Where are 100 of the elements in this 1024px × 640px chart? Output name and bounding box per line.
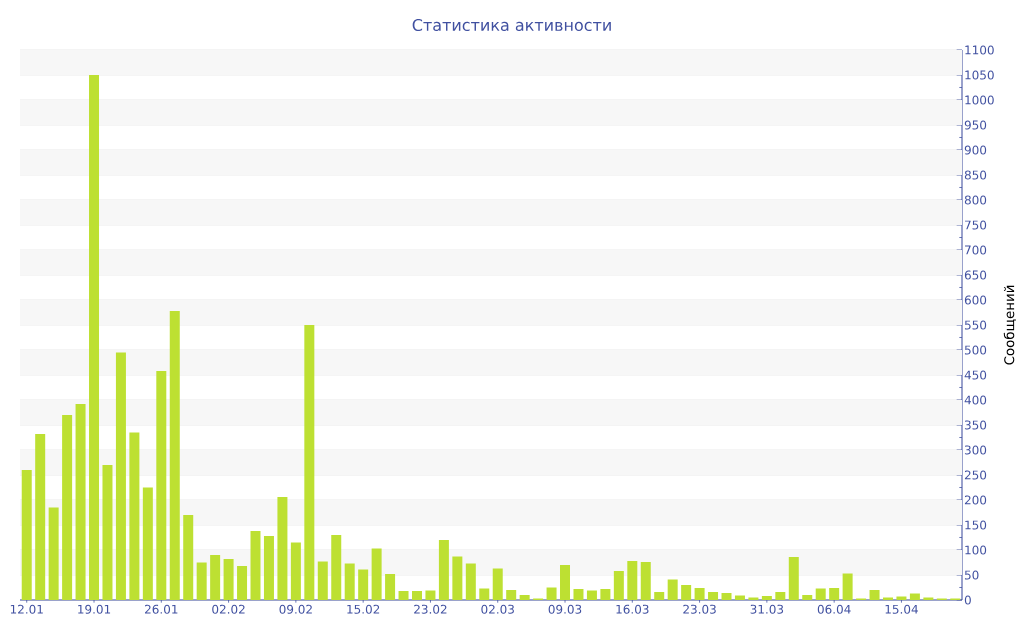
y-tick-label: 0 <box>964 595 971 605</box>
bar <box>560 565 571 600</box>
y-tick-label: 550 <box>964 320 987 330</box>
y-tick-label: 450 <box>964 370 987 380</box>
bar <box>411 591 422 600</box>
bar <box>829 588 840 600</box>
bar <box>923 597 934 600</box>
bar <box>613 571 624 600</box>
x-tick-label: 16.03 <box>616 604 649 614</box>
x-tick-label: 26.01 <box>145 604 178 614</box>
x-tick-label: 15.02 <box>347 604 380 614</box>
bar <box>344 563 355 600</box>
y-tick-label: 500 <box>964 345 987 355</box>
bar <box>89 75 100 600</box>
y-tick-label: 600 <box>964 295 987 305</box>
bar <box>546 587 557 600</box>
y-tick-label: 100 <box>965 545 987 555</box>
bar <box>519 595 530 600</box>
x-tick-label: 06.04 <box>817 604 851 614</box>
bar <box>115 352 126 600</box>
bar <box>358 569 369 600</box>
bar <box>196 562 207 600</box>
x-tick-label: 19.01 <box>78 604 111 614</box>
bar <box>492 568 503 600</box>
y-tick-label: 750 <box>965 220 987 230</box>
bar <box>156 371 167 600</box>
bar <box>21 470 32 600</box>
bar <box>250 531 261 600</box>
bar <box>304 325 315 600</box>
y-tick-label: 900 <box>964 145 987 155</box>
bar <box>169 311 180 600</box>
bar <box>708 592 719 600</box>
bar <box>479 588 490 600</box>
y-tick-label: 800 <box>964 195 987 205</box>
y-tick-label: 50 <box>964 570 979 580</box>
bar <box>721 593 732 600</box>
bar <box>909 593 920 600</box>
bar <box>586 590 597 600</box>
x-tick-label: 02.03 <box>481 604 514 614</box>
bar <box>398 591 409 600</box>
bar <box>815 588 826 600</box>
y-tick-label: 400 <box>964 395 987 405</box>
bar <box>129 432 140 600</box>
y-axis-title: Сообщений <box>1003 285 1016 365</box>
bar <box>425 590 436 600</box>
bar <box>761 596 772 600</box>
bar <box>600 589 611 600</box>
y-tick-label: 650 <box>964 270 987 280</box>
x-tick-label: 02.02 <box>212 604 245 614</box>
x-tick-label: 09.03 <box>548 604 582 614</box>
bar <box>506 590 517 600</box>
y-tick-label: 150 <box>965 520 987 530</box>
bar <box>142 487 153 600</box>
bar <box>62 415 73 600</box>
y-tick-label: 1000 <box>965 95 994 105</box>
bar <box>183 515 194 600</box>
bar <box>452 556 463 600</box>
bar <box>277 497 288 600</box>
bar <box>667 579 678 600</box>
bar <box>882 597 893 600</box>
bar <box>331 535 342 600</box>
y-tick-label: 200 <box>964 495 987 505</box>
bar <box>627 561 638 600</box>
bar <box>869 590 880 600</box>
bar <box>640 562 651 600</box>
bar <box>654 592 665 600</box>
x-tick-label: 09.02 <box>279 604 312 614</box>
x-tick-label: 23.03 <box>683 604 716 614</box>
y-tick-label: 850 <box>964 170 987 180</box>
x-tick-label: 15.04 <box>885 604 918 614</box>
y-tick-label: 950 <box>964 120 987 130</box>
x-tick-label: 23.02 <box>414 604 447 614</box>
bar <box>48 507 59 600</box>
y-tick-label: 350 <box>964 420 987 430</box>
bar <box>681 585 692 600</box>
bar <box>263 536 274 600</box>
bar <box>775 592 786 600</box>
bar <box>465 563 476 600</box>
y-tick-label: 1100 <box>965 45 994 55</box>
chart-title: Статистика активности <box>412 18 611 32</box>
bar <box>210 555 221 600</box>
y-tick-label: 250 <box>964 470 987 480</box>
bar <box>842 573 853 600</box>
x-tick-label: 31.03 <box>750 604 784 614</box>
bar <box>748 597 759 600</box>
y-tick-label: 1050 <box>965 70 994 80</box>
x-tick-label: 12.01 <box>10 604 43 614</box>
bar <box>102 465 113 600</box>
bar <box>573 589 584 600</box>
bar <box>694 588 705 600</box>
bar <box>290 542 301 600</box>
bar <box>223 559 234 600</box>
bar <box>438 540 449 600</box>
y-tick-label: 700 <box>965 245 987 255</box>
bar <box>788 557 799 600</box>
bar <box>237 566 248 600</box>
bar <box>317 561 328 600</box>
bar <box>75 404 86 600</box>
bar <box>802 595 813 600</box>
bar <box>371 548 382 600</box>
